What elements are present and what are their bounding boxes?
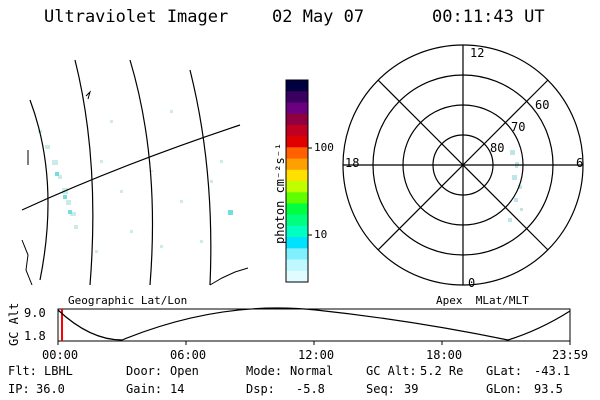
apex-label: Apex MLat/MLT xyxy=(436,294,529,307)
colorbar-band xyxy=(286,147,308,160)
colorbar-band xyxy=(286,192,308,205)
mode-label: Mode: xyxy=(246,364,283,378)
altitude-ytick-min: 1.8 xyxy=(24,329,46,343)
colorbar-band xyxy=(286,136,308,148)
colorbar-band xyxy=(286,214,308,227)
mlt-label-6: 6 xyxy=(576,156,584,170)
mlt-label-12: 12 xyxy=(470,46,485,60)
colorbar-band xyxy=(286,225,308,238)
colorbar-tick-10: 10 xyxy=(314,228,328,241)
gain-value: 14 xyxy=(170,382,185,396)
date-label: 02 May 07 xyxy=(272,7,365,27)
door-label: Door: xyxy=(126,364,163,378)
filter-label: Flt: xyxy=(8,364,37,378)
time-tick-0000: 00:00 xyxy=(42,348,79,362)
lat-label-70: 70 xyxy=(511,120,526,134)
geographic-label: Geographic Lat/Lon xyxy=(68,294,188,307)
colorbar-band xyxy=(286,181,308,193)
glon-value: 93.5 xyxy=(534,382,563,396)
dsp-value: -5.8 xyxy=(296,382,325,396)
time-tick-0600: 06:00 xyxy=(170,348,207,362)
colorbar-band xyxy=(286,124,308,137)
time-tick-1200: 12:00 xyxy=(298,348,335,362)
time-tick-2359: 23:59 xyxy=(552,348,589,362)
lat-label-60: 60 xyxy=(535,98,550,112)
filter-value: LBHL xyxy=(44,364,73,378)
colorbar-band xyxy=(286,203,308,216)
altitude-ytick-max: 9.0 xyxy=(24,306,46,320)
time-tick-1800: 18:00 xyxy=(426,348,463,362)
gc-altitude-label: GC Alt: xyxy=(366,364,417,378)
glat-value: -43.1 xyxy=(534,364,571,378)
altitude-ylabel: GC Alt xyxy=(7,302,21,346)
colorbar-band xyxy=(286,102,308,115)
seq-value: 39 xyxy=(404,382,419,396)
time-label: 00:11:43 UT xyxy=(432,7,545,27)
dsp-label: Dsp: xyxy=(246,382,275,396)
lat-label-80: 80 xyxy=(490,141,505,155)
colorbar-band xyxy=(286,248,308,261)
colorbar-band xyxy=(286,91,308,104)
mlt-label-18: 18 xyxy=(345,156,360,170)
colorbar-band xyxy=(286,270,308,283)
colorbar-band xyxy=(286,169,308,182)
glon-label: GLon: xyxy=(486,382,523,396)
colorbar-band xyxy=(286,259,308,272)
glat-label: GLat: xyxy=(486,364,523,378)
ip-label: IP: xyxy=(8,382,30,396)
gain-label: Gain: xyxy=(126,382,163,396)
colorbar-tick-100: 100 xyxy=(314,141,334,154)
seq-label: Seq: xyxy=(366,382,395,396)
gc-altitude-value: 5.2 Re xyxy=(420,364,464,378)
instrument-title: Ultraviolet Imager xyxy=(44,7,229,27)
colorbar-band xyxy=(286,237,308,249)
colorbar-band xyxy=(286,80,308,92)
colorbar-band xyxy=(286,113,308,126)
mode-value: Normal xyxy=(290,364,334,378)
colorbar-band xyxy=(286,158,308,171)
mlt-label-0: 0 xyxy=(468,276,476,290)
door-value: Open xyxy=(170,364,199,378)
ip-value: 36.0 xyxy=(36,382,65,396)
